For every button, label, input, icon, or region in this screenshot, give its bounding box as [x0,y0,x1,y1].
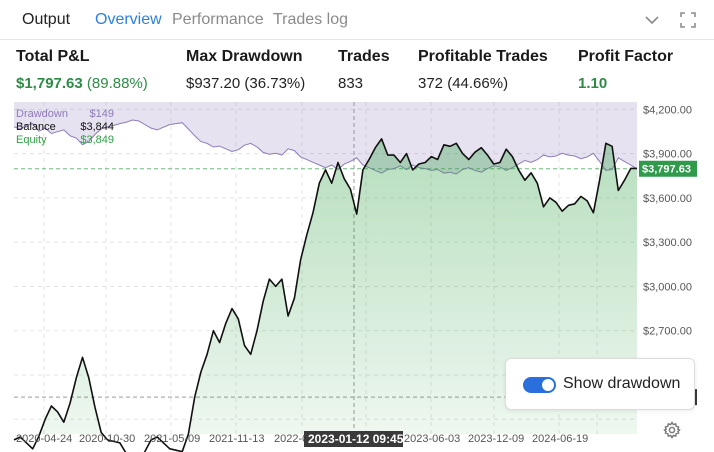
show-drawdown-label: Show drawdown [563,375,681,392]
chevron-down-icon[interactable] [642,10,662,30]
maximize-icon[interactable] [678,10,698,30]
y-tick-label: $2,700.00 [643,326,692,338]
stat-label: Profit Factor [578,48,674,65]
gear-icon[interactable] [662,420,682,440]
stat-value: 372 (44.66%) [418,75,509,92]
drawdown-line [13,119,638,175]
stat-trades: Trades 833 [338,48,390,92]
x-tick-label: 2024-06-19 [532,433,588,445]
equity-area-profit [14,138,637,434]
panel-title: Output [22,11,71,28]
show-drawdown-toggle[interactable] [523,377,556,393]
stat-total-pnl: Total P&L $1,797.63 (89.88%) [16,48,148,92]
equity-price-label: $3,797.63 [642,164,691,176]
stat-max-drawdown: Max Drawdown $937.20 (36.73%) [186,48,305,92]
y-tick-label: $3,300.00 [643,237,692,249]
stat-value: 1.10 [578,75,608,92]
legend-equity: Equity $3,849 [16,134,114,146]
stat-profit-factor: Profit Factor 1.10 [578,48,673,92]
stat-label: Total P&L [16,48,90,65]
y-tick-label: $4,200.00 [643,104,692,116]
stat-value: $1,797.63 [16,75,83,92]
stat-label: Max Drawdown [186,48,303,65]
x-tick-label: 2021-11-13 [209,433,264,445]
tab-trades-log[interactable]: Trades log [273,11,348,28]
x-tick-label: 2023-06-03 [404,433,460,445]
x-tick-label: 2023-12-09 [468,433,524,445]
equity-price-badge [639,160,697,177]
stat-label: Profitable Trades [418,48,548,65]
x-tick-label: 2022-0 [274,433,308,445]
crosshair-x-label: 2023-01-12 09:45 [308,432,404,446]
stat-value: 833 [338,75,364,92]
stat-value: $937.20 (36.73%) [186,75,306,92]
panel-header: Output Overview Performance Trades log [0,0,714,40]
stat-subvalue: (89.88%) [86,75,148,92]
show-drawdown-control: Show drawdown [505,358,695,410]
chart-legend: Drawdown $149 Balance $3,844 Equity $3,8… [16,108,114,147]
stat-label: Trades [338,48,390,65]
tab-performance[interactable]: Performance [172,11,264,28]
y-tick-label: $3,900.00 [643,149,692,161]
toggle-knob [542,379,554,391]
stat-profitable-trades: Profitable Trades 372 (44.66%) [418,48,548,92]
legend-balance: Balance $3,844 [16,121,114,133]
tab-overview[interactable]: Overview [95,11,162,28]
x-tick-label: 2021-05-09 [144,433,200,445]
x-tick-label: 2020-10-30 [79,433,135,445]
y-tick-label: $3,600.00 [643,193,692,205]
legend-drawdown: Drawdown $149 [16,108,114,120]
balance-line [13,138,637,452]
stats-bar: Total P&L $1,797.63 (89.88%) Max Drawdow… [0,48,714,94]
x-tick-label: 2020-04-24 [16,433,72,445]
y-tick-label: $3,000.00 [643,281,692,293]
crosshair-x-badge [304,431,403,447]
